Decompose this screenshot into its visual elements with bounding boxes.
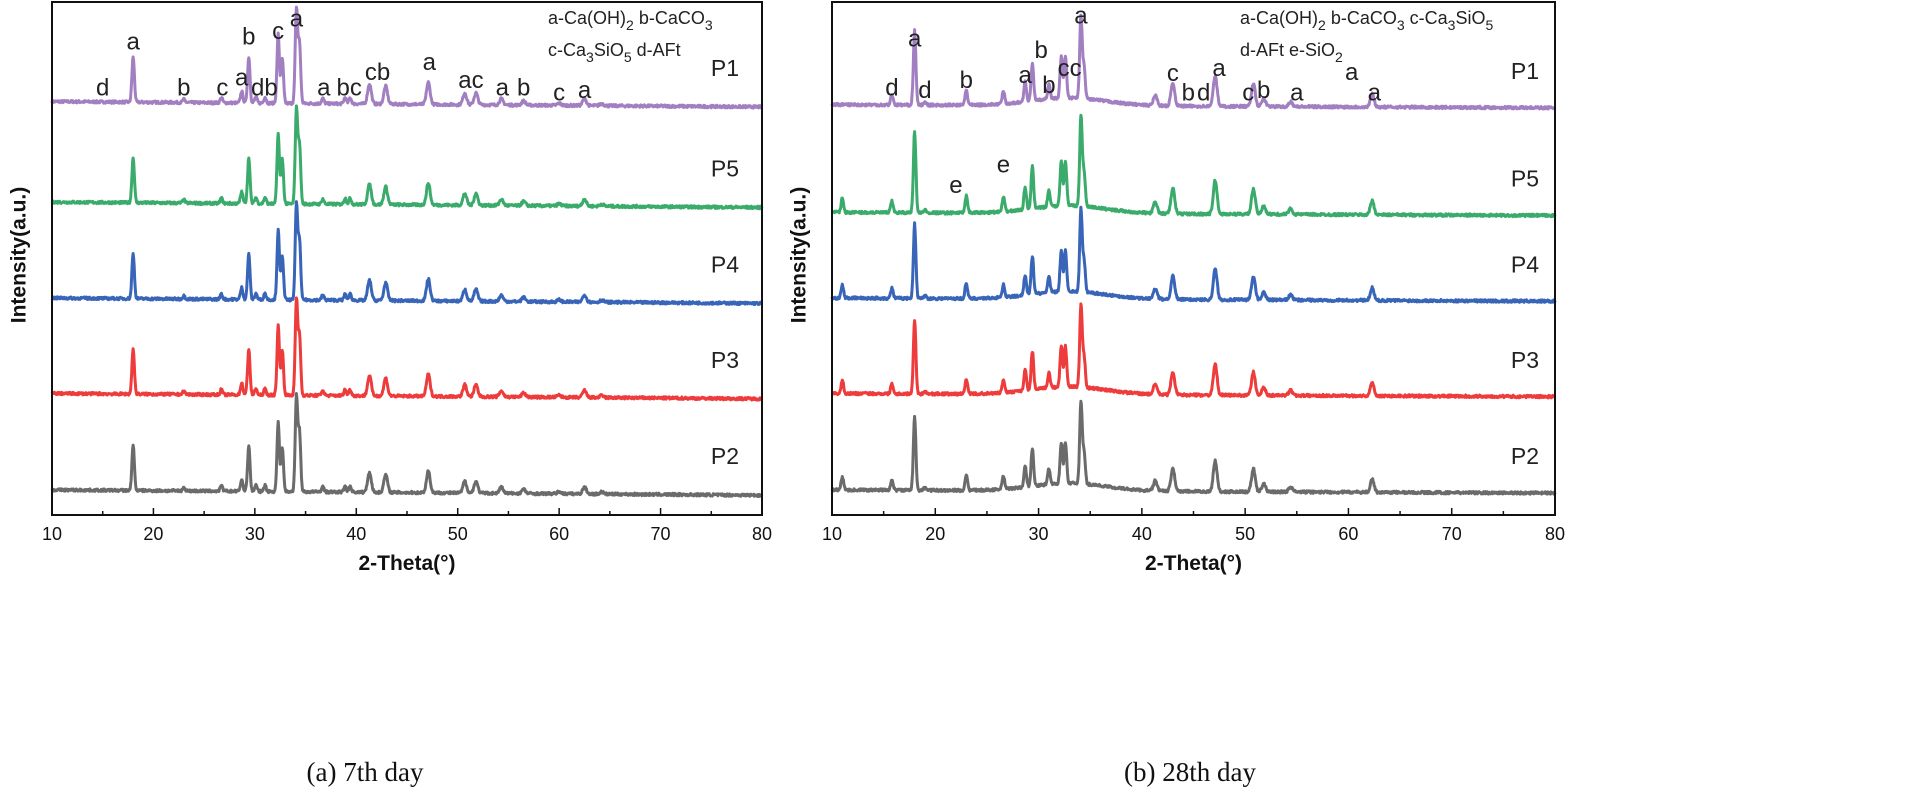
series-label-P5: P5	[1511, 166, 1539, 192]
y-axis-label: Intensity(a.u.)	[788, 187, 811, 324]
series-P1	[830, 13, 1557, 111]
series-P2	[50, 392, 764, 498]
peak-label: a	[1212, 55, 1226, 82]
x-tick-label: 70	[1442, 524, 1462, 544]
chart-panel-2: a-Ca(OH)2​ b-CaCO3​ c-Ca3​SiO5​ d-AFt e-S…	[788, 1, 1565, 787]
peak-label: a	[317, 75, 331, 102]
peak-label: c	[272, 18, 284, 45]
peak-label: a	[1345, 59, 1359, 86]
x-axis-label: 2-Theta(°)	[358, 552, 455, 575]
x-tick-label: 30	[245, 524, 265, 544]
x-tick-label: 10	[822, 524, 842, 544]
peak-label: a	[1290, 80, 1304, 107]
series-P3	[50, 296, 763, 402]
series-P5	[831, 113, 1557, 219]
peak-label: a	[126, 28, 140, 55]
panel-caption: (b) 28th day	[1124, 757, 1256, 787]
series-P2	[830, 399, 1557, 496]
peak-label: a	[290, 5, 304, 32]
x-tick-label: 80	[752, 524, 772, 544]
x-tick-label: 60	[549, 524, 569, 544]
peak-label: b	[517, 75, 530, 102]
peak-label: cb	[365, 59, 390, 86]
x-tick-label: 80	[1545, 524, 1565, 544]
peak-label: d	[885, 75, 898, 102]
peak-label: c	[216, 75, 228, 102]
series-label-P4: P4	[711, 251, 739, 277]
peak-label: b	[960, 67, 973, 94]
x-tick-label: 70	[651, 524, 671, 544]
peak-label: c	[1242, 80, 1254, 107]
series-label-P3: P3	[1511, 347, 1539, 373]
series-label-P3: P3	[711, 347, 739, 373]
x-tick-label: 20	[143, 524, 163, 544]
series-P4	[50, 200, 763, 306]
peak-label: d	[96, 75, 109, 102]
series-P4	[830, 205, 1557, 304]
x-tick-label: 40	[1132, 524, 1152, 544]
peak-label: a	[578, 77, 592, 104]
legend-entry: a-Ca(OH)2​ b-CaCO3​	[548, 8, 713, 33]
x-tick-label: 40	[346, 524, 366, 544]
series-label-P1: P1	[711, 55, 739, 81]
x-axis-label: 2-Theta(°)	[1145, 552, 1242, 575]
series-label-P2: P2	[1511, 443, 1539, 469]
x-tick-label: 20	[925, 524, 945, 544]
peak-label: e	[949, 172, 962, 199]
peak-label: a	[1018, 62, 1032, 89]
panel-caption: (a) 7th day	[307, 757, 424, 787]
peak-label: a	[235, 64, 249, 91]
peak-label: a	[496, 75, 510, 102]
legend-entry: c-Ca3​SiO5​ d-AFt	[548, 40, 681, 65]
peak-label: b	[1257, 77, 1270, 104]
peak-label: d	[1197, 80, 1210, 107]
peak-label: b	[242, 23, 255, 50]
series-P5	[50, 104, 764, 211]
plot-frame	[51, 1, 763, 516]
peak-label: a	[423, 49, 437, 76]
peak-label: c	[1167, 60, 1179, 87]
peak-label: b	[1034, 37, 1047, 64]
series-P1	[50, 5, 763, 110]
series-label-P4: P4	[1511, 251, 1539, 277]
series-label-P1: P1	[1511, 58, 1539, 84]
peak-label: c	[553, 80, 565, 107]
peak-label: bc	[337, 75, 362, 102]
peak-label: a	[908, 25, 922, 52]
x-tick-label: 50	[1235, 524, 1255, 544]
peak-label: e	[997, 152, 1010, 179]
peak-label: a	[1368, 80, 1382, 107]
legend-entry: a-Ca(OH)2​ b-CaCO3​ c-Ca3​SiO5​	[1240, 8, 1493, 33]
peak-label: db	[251, 75, 278, 102]
peak-label: b	[1182, 80, 1195, 107]
x-tick-label: 50	[448, 524, 468, 544]
x-tick-label: 10	[42, 524, 62, 544]
chart-panel-1: a-Ca(OH)2​ b-CaCO3​ c-Ca3​SiO5​ d-AFt P1 P5…	[8, 1, 772, 787]
peak-label: ac	[458, 67, 483, 94]
x-tick-label: 30	[1029, 524, 1049, 544]
series-P3	[831, 302, 1556, 400]
peak-label: a	[1074, 3, 1088, 30]
peak-label: b	[1042, 72, 1055, 99]
peak-label: b	[177, 75, 190, 102]
peak-label: d	[918, 77, 931, 104]
y-axis-label: Intensity(a.u.)	[8, 187, 31, 324]
peak-label: cc	[1058, 55, 1082, 82]
series-label-P2: P2	[711, 443, 739, 469]
legend-entry: d-AFt e-SiO2​	[1240, 40, 1343, 65]
x-tick-label: 60	[1338, 524, 1358, 544]
series-label-P5: P5	[711, 155, 739, 181]
